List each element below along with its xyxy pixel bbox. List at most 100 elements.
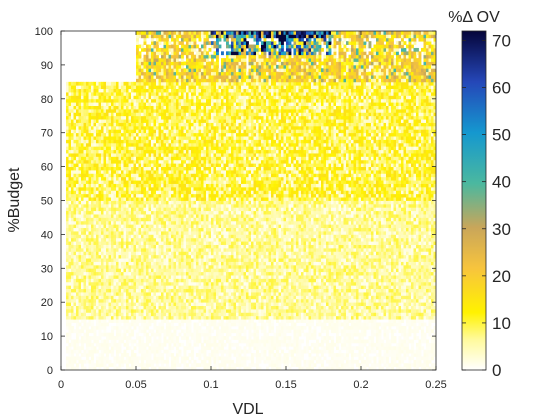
heatmap-cell: [78, 203, 82, 208]
heatmap-cell: [158, 34, 162, 39]
heatmap-cell: [168, 339, 172, 344]
heatmap-cell: [68, 275, 72, 279]
heatmap-cell: [186, 122, 189, 127]
heatmap-cell: [83, 322, 87, 327]
heatmap-cell: [123, 231, 127, 235]
heatmap-cell: [133, 166, 137, 171]
heatmap-cell: [196, 176, 199, 181]
heatmap-cell: [103, 139, 107, 144]
heatmap-cell: [148, 356, 152, 361]
heatmap-cell: [101, 285, 104, 290]
heatmap-cell: [161, 61, 164, 66]
heatmap-cell: [191, 112, 194, 117]
heatmap-cell: [171, 190, 174, 195]
heatmap-cell: [161, 200, 164, 205]
heatmap-cell: [83, 268, 87, 273]
heatmap-cell: [163, 275, 167, 279]
heatmap-cell: [151, 271, 154, 276]
heatmap-cell: [148, 173, 152, 178]
heatmap-cell: [173, 359, 177, 364]
heatmap-cell: [76, 200, 79, 205]
heatmap-cell: [108, 142, 112, 147]
heatmap-cell: [161, 71, 164, 76]
heatmap-cell: [118, 119, 122, 123]
heatmap-cell: [126, 112, 129, 117]
heatmap-cell: [71, 193, 74, 198]
heatmap-cell: [206, 190, 209, 195]
heatmap-cell: [153, 54, 157, 59]
heatmap-cell: [158, 332, 162, 337]
heatmap-cell: [71, 339, 74, 344]
heatmap-cell: [186, 220, 189, 225]
heatmap-cell: [81, 149, 84, 154]
heatmap-cell: [176, 319, 179, 323]
heatmap-cell: [123, 271, 127, 276]
heatmap-cell: [128, 180, 132, 184]
heatmap-cell: [201, 61, 204, 66]
heatmap-cell: [143, 200, 147, 205]
heatmap-cell: [206, 139, 209, 144]
heatmap-cell: [176, 68, 179, 73]
heatmap-cell: [126, 366, 129, 370]
heatmap-cell: [108, 244, 112, 249]
heatmap-cell: [98, 220, 102, 225]
heatmap-cell: [158, 275, 162, 279]
heatmap-cell: [148, 47, 152, 52]
heatmap-cell: [76, 112, 79, 117]
heatmap-cell: [198, 75, 202, 79]
heatmap-cell: [201, 51, 204, 56]
heatmap-cell: [158, 339, 162, 344]
heatmap-cell: [141, 298, 144, 303]
heatmap-cell: [81, 254, 84, 259]
heatmap-cell: [176, 285, 179, 290]
heatmap-cell: [86, 95, 89, 100]
heatmap-cell: [78, 139, 82, 144]
heatmap-cell: [173, 363, 177, 368]
heatmap-cell: [68, 241, 72, 245]
heatmap-cell: [186, 305, 189, 310]
heatmap-cell: [181, 169, 184, 174]
heatmap-cell: [83, 159, 87, 164]
heatmap-cell: [83, 244, 87, 249]
heatmap-cell: [78, 125, 82, 130]
heatmap-cell: [178, 173, 182, 178]
heatmap-cell: [133, 102, 137, 106]
heatmap-cell: [186, 47, 189, 52]
heatmap-cell: [131, 356, 134, 361]
heatmap-cell: [153, 64, 157, 69]
heatmap-cell: [103, 261, 107, 266]
heatmap-cell: [193, 122, 197, 127]
heatmap-cell: [91, 261, 94, 266]
heatmap-cell: [183, 190, 187, 195]
heatmap-cell: [173, 81, 177, 86]
heatmap-cell: [148, 231, 152, 235]
heatmap-cell: [96, 285, 99, 290]
heatmap-cell: [143, 346, 147, 351]
heatmap-cell: [148, 203, 152, 208]
heatmap-cell: [176, 349, 179, 354]
heatmap-cell: [111, 183, 114, 188]
heatmap-cell: [186, 51, 189, 56]
heatmap-cell: [91, 210, 94, 215]
heatmap-cell: [156, 231, 159, 235]
heatmap-cell: [78, 288, 82, 293]
heatmap-cell: [193, 312, 197, 317]
heatmap-cell: [86, 112, 89, 117]
heatmap-cell: [206, 180, 209, 184]
heatmap-cell: [171, 119, 174, 123]
heatmap-cell: [126, 325, 129, 330]
heatmap-cell: [116, 288, 119, 293]
heatmap-cell: [113, 315, 117, 320]
heatmap-cell: [118, 173, 122, 178]
heatmap-cell: [128, 163, 132, 167]
heatmap-cell: [176, 224, 179, 229]
heatmap-cell: [196, 207, 199, 212]
heatmap-cell: [68, 227, 72, 232]
heatmap-cell: [178, 54, 182, 59]
heatmap-cell: [88, 217, 92, 222]
heatmap-cell: [168, 241, 172, 245]
heatmap-cell: [146, 261, 149, 266]
heatmap-cell: [143, 159, 147, 164]
heatmap-cell: [196, 156, 199, 161]
heatmap-cell: [156, 227, 159, 232]
